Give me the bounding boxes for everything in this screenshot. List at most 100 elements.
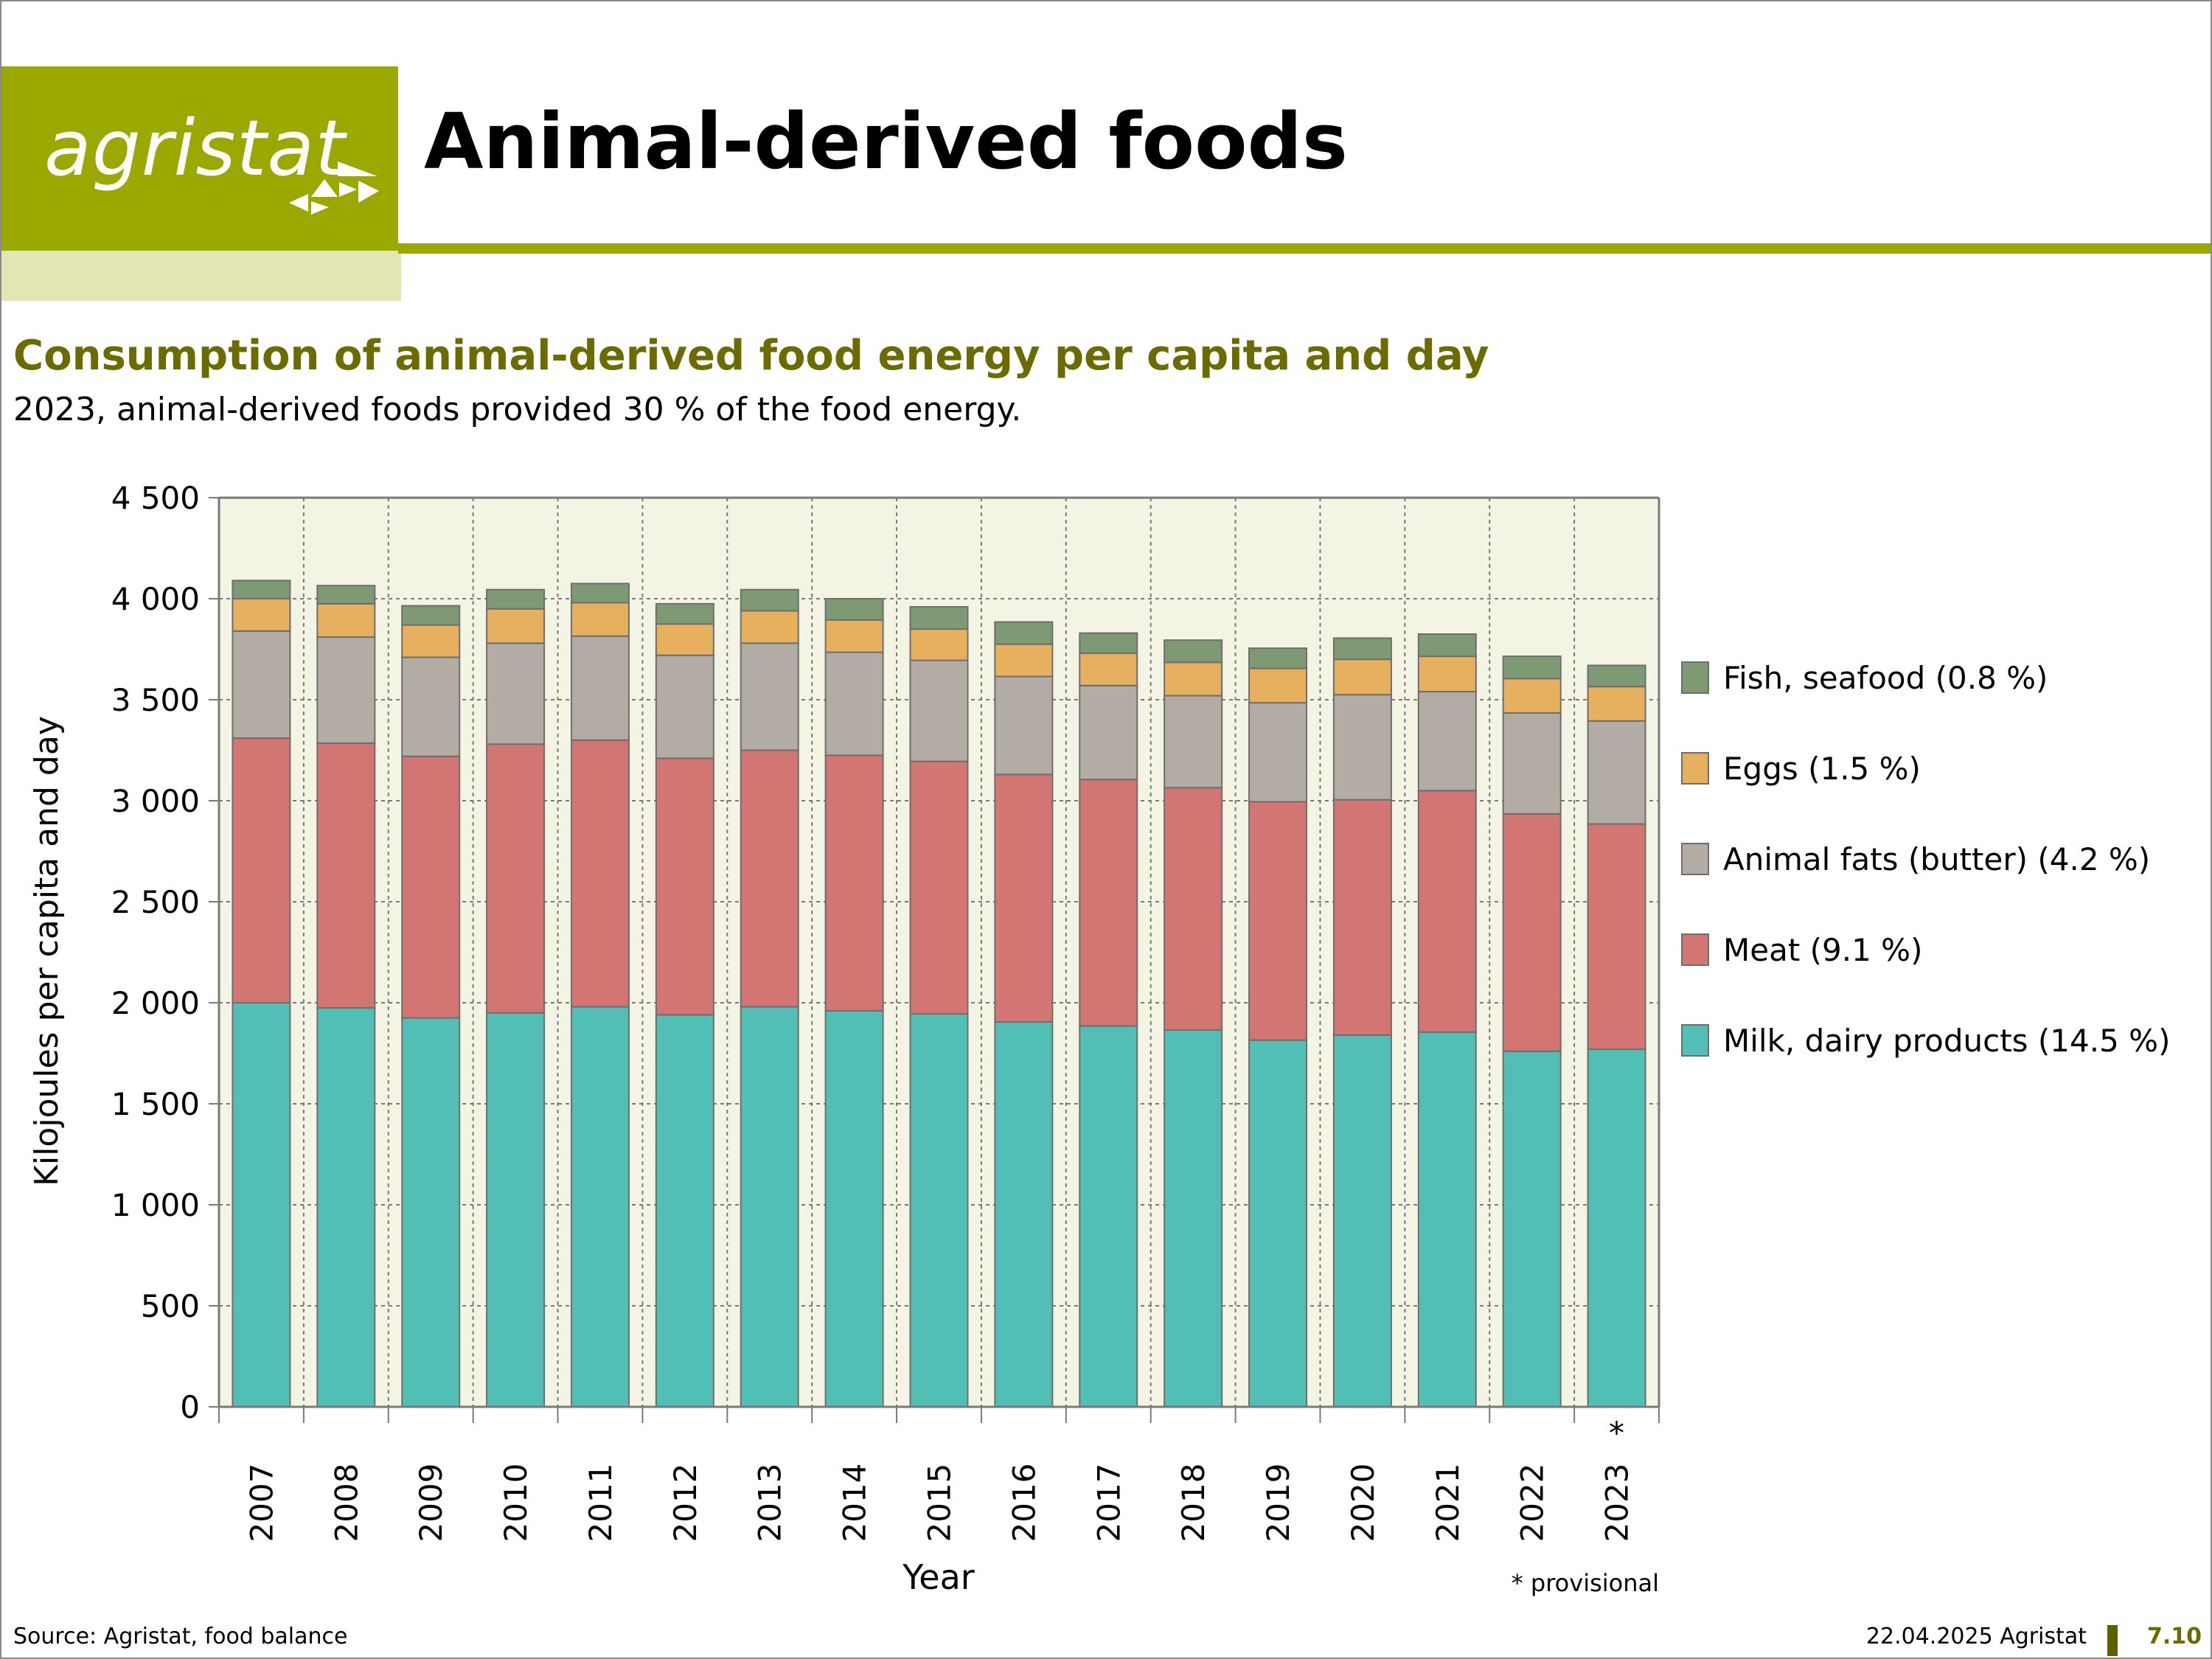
chart-subtitle: 2023, animal-derived foods provided 30 %… [13,391,1022,428]
y-tick-label: 3 500 [111,682,200,718]
legend-swatch [1681,1024,1709,1057]
bar-segment [824,651,884,757]
y-tick-label: 1 000 [111,1187,200,1223]
bar-segment [486,743,546,1014]
y-tick-label: 0 [180,1389,200,1425]
bar-segment [655,602,714,625]
y-tick-label: 1 500 [111,1086,200,1122]
bar-segment [1248,801,1308,1041]
bar-segment [994,643,1054,678]
bar-segment [994,621,1054,645]
bar-segment [824,619,884,653]
legend-swatch [1681,933,1709,966]
bar-segment [316,1006,376,1408]
bar-segment [401,624,461,658]
bar-segment [909,659,969,762]
logo-accent-band [1,251,401,301]
bar-segment [1502,1050,1562,1408]
bar-segment [1248,702,1308,803]
bar-segment [1417,633,1477,658]
bar-segment [232,630,291,740]
x-tick-label: 2021 [1430,1464,1466,1543]
page-number: 7.10 [2147,1624,2202,1649]
bar-segment [1587,686,1646,722]
bar-segment [740,588,799,612]
bar-segment [1417,790,1477,1033]
bar-segment [401,605,461,626]
legend-label: Eggs (1.5 %) [1723,751,1921,787]
bar-segment [655,1014,714,1408]
bar-segment [909,1013,969,1408]
x-axis-title: Year [902,1557,974,1597]
bar-segment [1079,1025,1138,1408]
bar-segment [316,585,376,605]
bar-segment [1587,1048,1646,1408]
x-tick-label: 2022 [1514,1464,1551,1543]
bar-segment [1164,787,1223,1031]
bar-segment [232,1002,291,1408]
x-tick-label: 2017 [1091,1464,1127,1543]
bar-segment [1079,652,1138,686]
x-tick-label: 2014 [837,1464,873,1543]
x-tick-label: 2008 [328,1464,364,1543]
bar-segment [570,739,630,1008]
legend-label: Meat (9.1 %) [1723,932,1922,968]
x-tick-label: 2020 [1345,1464,1381,1543]
bar-segment [1332,637,1392,661]
x-tick-label: 2012 [667,1464,703,1543]
bar-segment [232,737,291,1004]
provisional-note: * provisional [1512,1569,1659,1597]
y-tick-label: 3 000 [111,783,200,819]
bar-segment [401,755,461,1019]
bar-segment [1248,667,1308,704]
legend-swatch [1681,752,1709,785]
legend-swatch [1681,843,1709,875]
bar-segment [994,773,1054,1023]
bar-segment [570,635,630,741]
bar-segment [1248,647,1308,669]
bar-segment [994,1021,1054,1408]
bar-segment [740,1006,799,1408]
bar-segment [1332,694,1392,801]
x-tick-label: 2016 [1006,1464,1042,1543]
bar-segment [486,608,546,644]
bar-segment [570,1006,630,1408]
y-tick-label: 4 500 [111,480,200,516]
bar-segment [824,754,884,1012]
bar-segment [824,598,884,621]
bar-segment [1502,678,1562,714]
bar-segment [909,628,969,661]
x-tick-label: 2018 [1175,1464,1211,1543]
legend-label: Fish, seafood (0.8 %) [1723,660,2048,696]
bar-segment [1164,1029,1223,1408]
x-tick-label: 2015 [922,1464,958,1543]
bar-segment [1417,655,1477,693]
bar-segment [1587,664,1646,688]
bar-segment [1417,691,1477,792]
x-tick-label: 2011 [582,1464,619,1543]
bar-segment [909,760,969,1015]
footer-divider [2107,1625,2118,1656]
bar-segment [486,642,546,745]
x-tick-label: 2009 [413,1464,449,1543]
bar-segment [316,742,376,1009]
legend-label: Milk, dairy products (14.5 %) [1723,1023,2170,1059]
header-rule [398,243,2211,254]
bar-segment [1332,799,1392,1036]
page-title: Animal-derived foods [424,97,1348,187]
logo-triangles-icon [289,161,379,215]
x-tick-label: 2010 [498,1464,534,1543]
bar-segment [1079,684,1138,781]
bar-segment [1332,1034,1392,1408]
bar-segment [570,582,630,604]
x-tick-label: 2013 [752,1464,788,1543]
legend-label: Animal fats (butter) (4.2 %) [1723,841,2150,877]
bar-segment [1079,632,1138,654]
y-tick-label: 2 500 [111,884,200,920]
bar-segment [994,675,1054,776]
bar-segment [909,605,969,630]
bar-segment [655,654,714,759]
bar-segment [486,588,546,610]
